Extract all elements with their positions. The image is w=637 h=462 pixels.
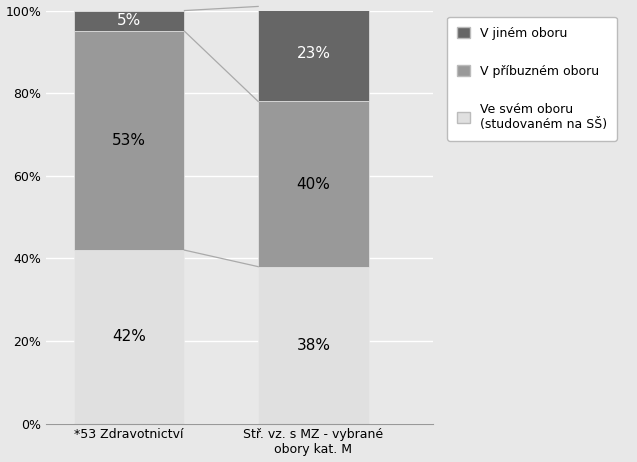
Bar xyxy=(258,267,369,424)
Legend: V jiném oboru, V příbuzném oboru, Ve svém oboru
(studovaném na SŠ): V jiném oboru, V příbuzném oboru, Ve své… xyxy=(447,17,617,141)
Text: 38%: 38% xyxy=(296,338,331,353)
Bar xyxy=(258,102,369,267)
Bar xyxy=(74,31,185,250)
Text: 23%: 23% xyxy=(296,46,331,61)
Bar xyxy=(74,250,185,424)
Bar xyxy=(258,6,369,102)
Text: 42%: 42% xyxy=(112,329,146,344)
Text: 5%: 5% xyxy=(117,13,141,28)
Text: 53%: 53% xyxy=(112,133,147,148)
Text: 40%: 40% xyxy=(296,176,331,192)
Bar xyxy=(74,11,185,31)
